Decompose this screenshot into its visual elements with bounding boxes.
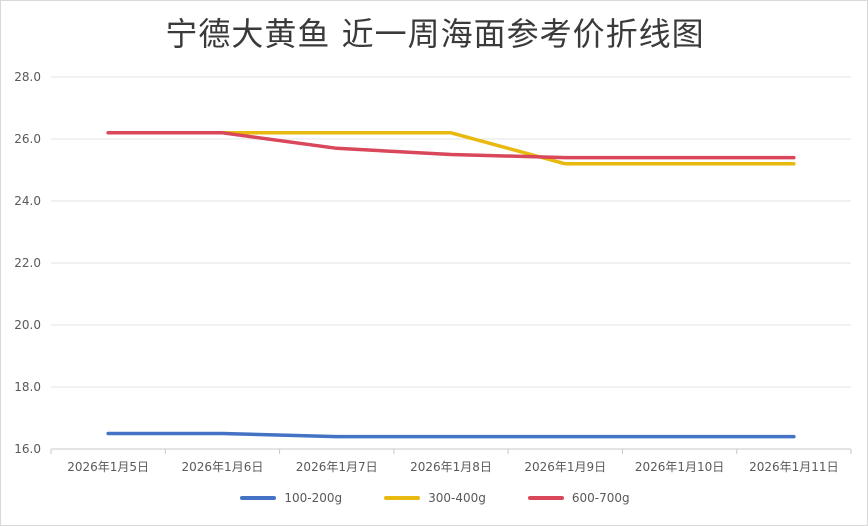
- y-tick-label: 22.0: [14, 256, 41, 270]
- legend-item-300-400g: 300-400g: [384, 491, 486, 505]
- x-tick-label: 2026年1月5日: [67, 460, 149, 474]
- x-tick-label: 2026年1月11日: [749, 460, 838, 474]
- x-tick-label: 2026年1月6日: [182, 460, 264, 474]
- x-tick-label: 2026年1月9日: [524, 460, 606, 474]
- chart-legend: 100-200g 300-400g 600-700g: [1, 491, 868, 505]
- legend-label: 100-200g: [284, 491, 343, 505]
- legend-swatch: [527, 496, 564, 500]
- series-line-100-200g: [106, 431, 796, 439]
- x-tick-label: 2026年1月10日: [635, 460, 724, 474]
- line-chart: 16.0 18.0 20.0 22.0 24.0 26.0 28.0 2026年1月5日 202…: [14, 70, 852, 474]
- legend-swatch: [240, 496, 277, 500]
- legend-item-100-200g: 100-200g: [240, 491, 342, 505]
- y-tick-label: 18.0: [14, 380, 41, 394]
- y-tick-label: 16.0: [14, 442, 41, 456]
- legend-item-600-700g: 600-700g: [527, 491, 630, 505]
- y-tick-label: 28.0: [14, 70, 41, 84]
- y-tick-label: 26.0: [14, 132, 41, 146]
- y-tick-label: 24.0: [14, 194, 41, 208]
- x-tick-label: 2026年1月7日: [296, 460, 378, 474]
- legend-swatch: [384, 496, 421, 500]
- x-tick-label: 2026年1月8日: [410, 460, 492, 474]
- legend-label: 300-400g: [428, 491, 486, 505]
- legend-label: 600-700g: [571, 491, 630, 505]
- series-line-600-700g: [106, 131, 796, 160]
- chart-title: 宁德大黄鱼 近一周海面参考价折线图: [165, 15, 705, 53]
- y-tick-label: 20.0: [14, 318, 41, 332]
